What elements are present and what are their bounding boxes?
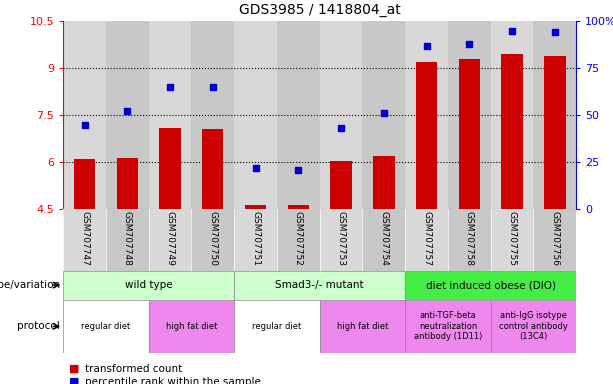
Bar: [202, 129, 224, 209]
Bar: [405, 300, 490, 353]
Text: transformed count: transformed count: [85, 364, 182, 374]
Text: percentile rank within the sample: percentile rank within the sample: [85, 377, 261, 384]
Bar: [320, 209, 362, 271]
Bar: [362, 21, 405, 209]
Text: GSM707757: GSM707757: [422, 211, 431, 266]
Text: regular diet: regular diet: [253, 322, 302, 331]
Bar: [277, 209, 320, 271]
Bar: [459, 59, 480, 209]
Bar: [234, 300, 319, 353]
Text: protocol: protocol: [17, 321, 60, 331]
Point: [165, 84, 175, 90]
Text: Smad3-/- mutant: Smad3-/- mutant: [275, 280, 364, 290]
Text: GSM707750: GSM707750: [208, 211, 217, 266]
Bar: [416, 62, 437, 209]
Bar: [234, 209, 277, 271]
Text: GSM707751: GSM707751: [251, 211, 260, 266]
Bar: [490, 209, 533, 271]
Bar: [287, 205, 309, 209]
Bar: [405, 271, 576, 300]
Text: GSM707749: GSM707749: [166, 211, 175, 266]
Bar: [116, 157, 138, 209]
Point: [422, 43, 432, 49]
Bar: [191, 209, 234, 271]
Bar: [191, 21, 234, 209]
Text: GSM707756: GSM707756: [550, 211, 559, 266]
Text: GSM707752: GSM707752: [294, 211, 303, 266]
Bar: [234, 21, 277, 209]
Point: [550, 29, 560, 35]
Bar: [148, 209, 191, 271]
Bar: [277, 21, 320, 209]
Bar: [320, 21, 362, 209]
Bar: [448, 209, 490, 271]
Bar: [405, 21, 448, 209]
Point: [123, 108, 132, 114]
Text: GSM707754: GSM707754: [379, 211, 388, 266]
Bar: [234, 271, 405, 300]
Text: GSM707748: GSM707748: [123, 211, 132, 266]
Bar: [320, 300, 405, 353]
Text: high fat diet: high fat diet: [337, 322, 388, 331]
Point: [208, 84, 218, 90]
Bar: [148, 300, 234, 353]
Point: [336, 125, 346, 131]
Point: [294, 167, 303, 173]
Bar: [63, 300, 148, 353]
Bar: [373, 156, 395, 209]
Text: regular diet: regular diet: [82, 322, 131, 331]
Text: genotype/variation: genotype/variation: [0, 280, 60, 290]
Text: GSM707747: GSM707747: [80, 211, 89, 266]
Bar: [544, 56, 566, 209]
Bar: [245, 205, 266, 209]
Text: anti-TGF-beta
neutralization
antibody (1D11): anti-TGF-beta neutralization antibody (1…: [414, 311, 482, 341]
Bar: [501, 54, 523, 209]
Text: GSM707758: GSM707758: [465, 211, 474, 266]
Bar: [106, 21, 148, 209]
Bar: [448, 21, 490, 209]
Bar: [159, 128, 181, 209]
Bar: [490, 21, 533, 209]
Point: [80, 121, 89, 127]
Bar: [405, 209, 448, 271]
Title: GDS3985 / 1418804_at: GDS3985 / 1418804_at: [239, 3, 400, 17]
Text: high fat diet: high fat diet: [166, 322, 217, 331]
Bar: [63, 271, 234, 300]
Point: [379, 110, 389, 116]
Text: diet induced obese (DIO): diet induced obese (DIO): [425, 280, 556, 290]
Point: [507, 28, 517, 34]
Bar: [106, 209, 148, 271]
Text: ■: ■: [69, 377, 80, 384]
Point: [465, 41, 474, 47]
Bar: [330, 161, 352, 209]
Text: wild type: wild type: [125, 280, 172, 290]
Bar: [148, 21, 191, 209]
Point: [251, 165, 261, 171]
Text: GSM707753: GSM707753: [337, 211, 346, 266]
Text: anti-IgG isotype
control antibody
(13C4): anti-IgG isotype control antibody (13C4): [499, 311, 568, 341]
Bar: [490, 300, 576, 353]
Bar: [63, 209, 106, 271]
Bar: [533, 209, 576, 271]
Bar: [362, 209, 405, 271]
Text: ■: ■: [69, 364, 80, 374]
Bar: [63, 21, 106, 209]
Bar: [74, 159, 95, 209]
Bar: [533, 21, 576, 209]
Text: GSM707755: GSM707755: [508, 211, 517, 266]
